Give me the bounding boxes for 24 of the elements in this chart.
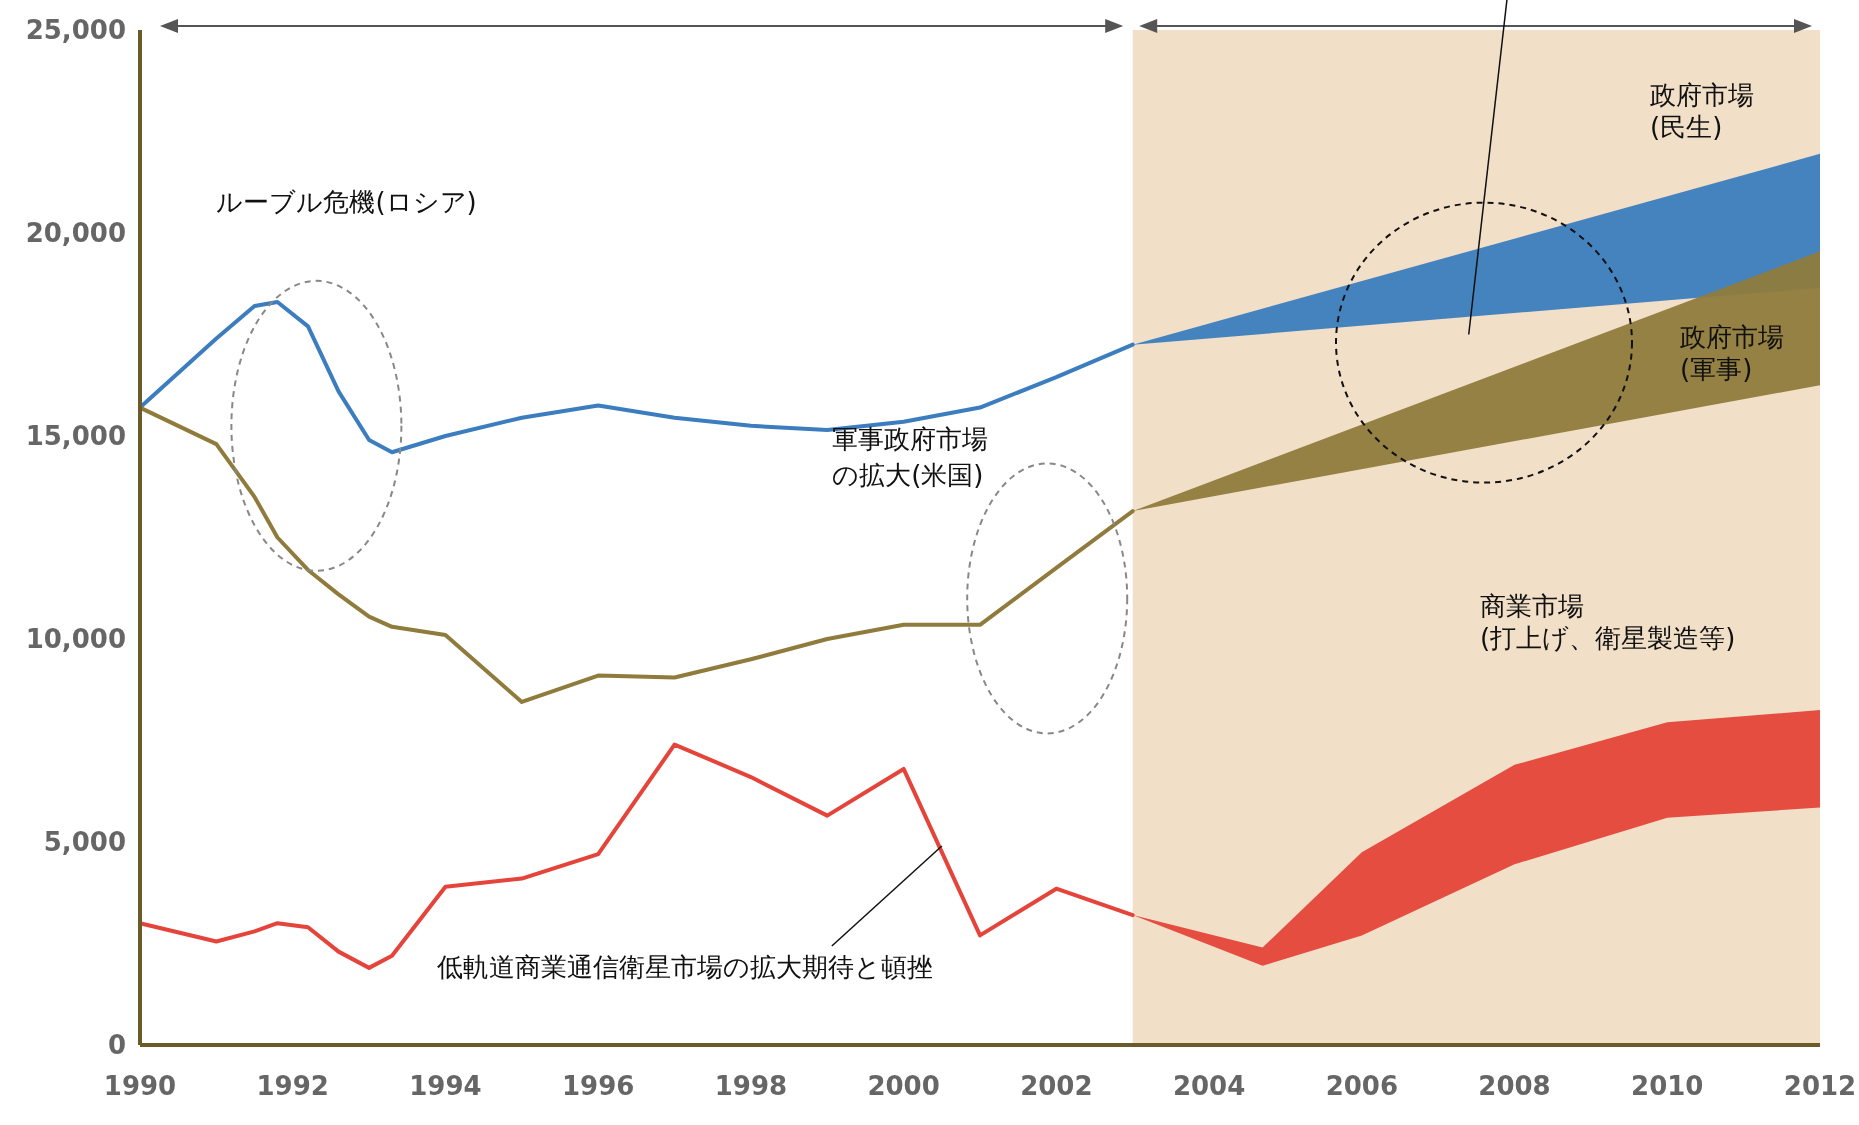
x-tick-label: 2008 bbox=[1478, 1071, 1551, 1101]
x-tick-label: 1990 bbox=[103, 1071, 177, 1101]
y-tick-label: 25,000 bbox=[25, 15, 126, 45]
annotation: 軍事政府市場の拡大(米国) bbox=[832, 424, 989, 491]
text: 商業市場 (打上げ、衛星製造等) bbox=[1480, 591, 1736, 654]
x-tick-label: 2002 bbox=[1020, 1071, 1093, 1101]
x-tick-label: 1992 bbox=[256, 1071, 329, 1101]
x-tick-label: 2012 bbox=[1783, 1071, 1857, 1101]
y-tick-label: 5,000 bbox=[43, 827, 126, 857]
x-tick-label: 2000 bbox=[867, 1071, 940, 1101]
y-tick-label: 0 bbox=[107, 1030, 126, 1060]
x-tick-label: 2004 bbox=[1172, 1071, 1246, 1101]
x-tick-label: 2006 bbox=[1325, 1071, 1399, 1101]
y-tick-label: 10,000 bbox=[25, 624, 126, 654]
text: 政府市場 (軍事) bbox=[1680, 322, 1784, 385]
annotation: ルーブル危機(ロシア) bbox=[216, 186, 477, 217]
x-tick-label: 1994 bbox=[409, 1071, 482, 1101]
annotation: 低軌道商業通信衛星市場の拡大期待と頓挫 bbox=[436, 952, 933, 983]
y-tick-label: 15,000 bbox=[25, 421, 126, 451]
x-tick-label: 1998 bbox=[714, 1071, 788, 1101]
x-tick-label: 1996 bbox=[561, 1071, 635, 1101]
y-tick-label: 20,000 bbox=[25, 218, 126, 248]
text: 政府市場 (民生) bbox=[1650, 79, 1754, 142]
x-tick-label: 2010 bbox=[1631, 1071, 1704, 1101]
